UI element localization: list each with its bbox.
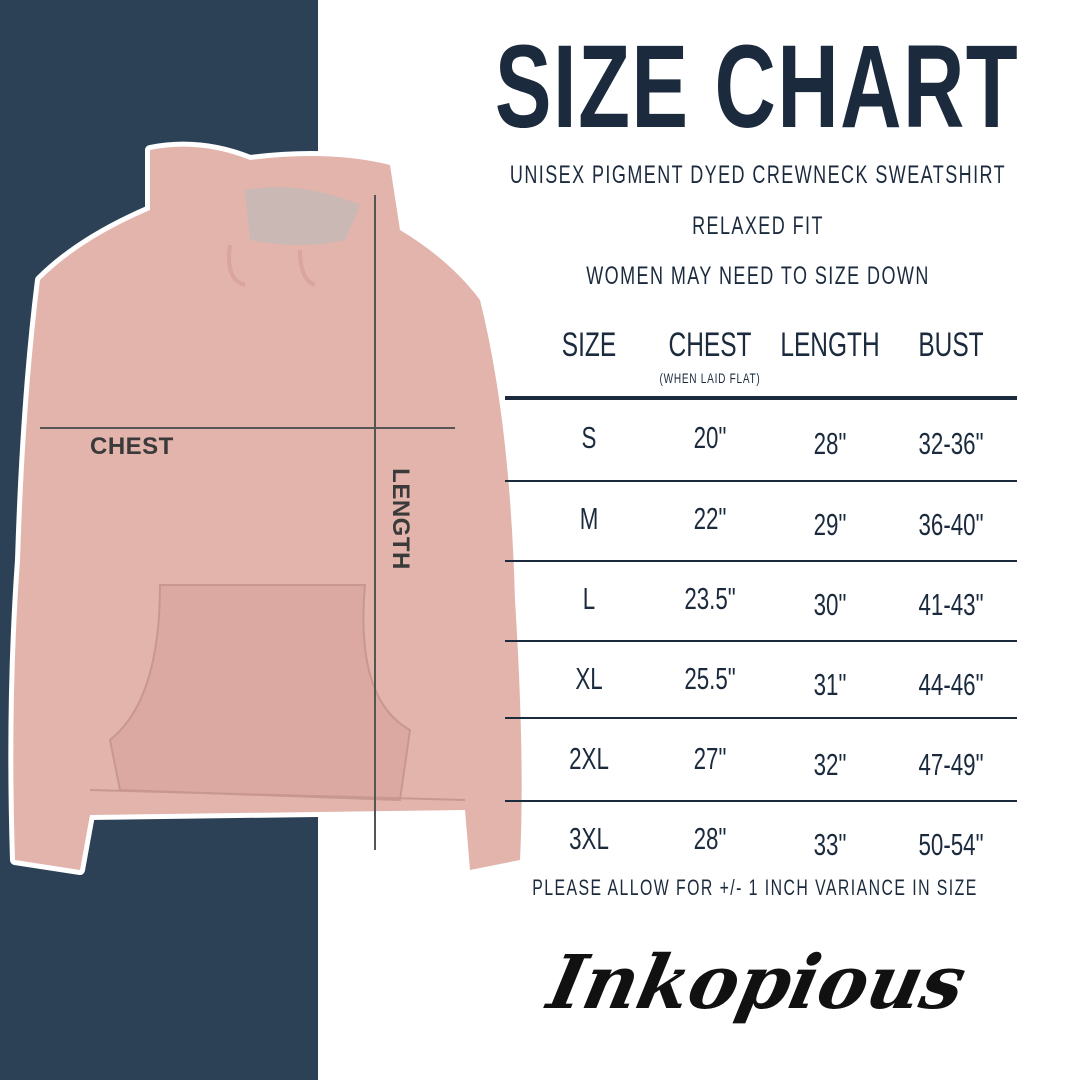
cell-length: 28"	[813, 426, 847, 461]
header-bust: BUST	[918, 326, 984, 364]
cell-bust: 47-49"	[918, 747, 984, 782]
chest-label: CHEST	[90, 433, 174, 460]
cell-size: M	[579, 501, 599, 536]
cell-chest: 28"	[693, 821, 727, 856]
cell-length: 31"	[813, 667, 847, 702]
cell-size: L	[582, 581, 596, 616]
header-divider	[505, 396, 1017, 400]
cell-bust: 44-46"	[918, 667, 984, 702]
subtitle-fit: RELAXED FIT	[692, 212, 824, 240]
subtitle-product: UNISEX PIGMENT DYED CREWNECK SWEATSHIRT	[509, 161, 1007, 189]
cell-size: 2XL	[569, 741, 609, 776]
cell-bust: 32-36"	[918, 426, 984, 461]
row-divider	[505, 480, 1017, 482]
cell-chest: 23.5"	[684, 581, 736, 616]
cell-chest: 25.5"	[684, 661, 736, 696]
header-length: LENGTH	[780, 326, 880, 364]
inkopious-logo: Inkopious	[540, 940, 974, 1026]
page-title: SIZE CHART	[494, 21, 1020, 153]
row-divider	[505, 717, 1017, 719]
cell-size: 3XL	[569, 821, 609, 856]
row-divider	[505, 640, 1017, 642]
cell-size: S	[581, 420, 597, 455]
cell-length: 33"	[813, 827, 847, 862]
chest-note: (WHEN LAID FLAT)	[659, 370, 761, 386]
header-size: SIZE	[561, 326, 617, 364]
cell-bust: 50-54"	[918, 827, 984, 862]
cell-length: 32"	[813, 747, 847, 782]
cell-length: 29"	[813, 507, 847, 542]
cell-length: 30"	[813, 587, 847, 622]
subtitle-advice: WOMEN MAY NEED TO SIZE DOWN	[586, 262, 930, 290]
cell-bust: 36-40"	[918, 507, 984, 542]
cell-size: XL	[575, 661, 603, 696]
footnote: PLEASE ALLOW FOR +/- 1 INCH VARIANCE IN …	[532, 875, 978, 900]
header-chest: CHEST	[668, 326, 752, 364]
length-label: LENGTH	[387, 468, 414, 570]
cell-chest: 27"	[693, 741, 727, 776]
row-divider	[505, 560, 1017, 562]
cell-chest: 22"	[693, 501, 727, 536]
cell-bust: 41-43"	[918, 587, 984, 622]
cell-chest: 20"	[693, 420, 727, 455]
hoodie-image	[13, 146, 522, 870]
row-divider	[505, 800, 1017, 802]
